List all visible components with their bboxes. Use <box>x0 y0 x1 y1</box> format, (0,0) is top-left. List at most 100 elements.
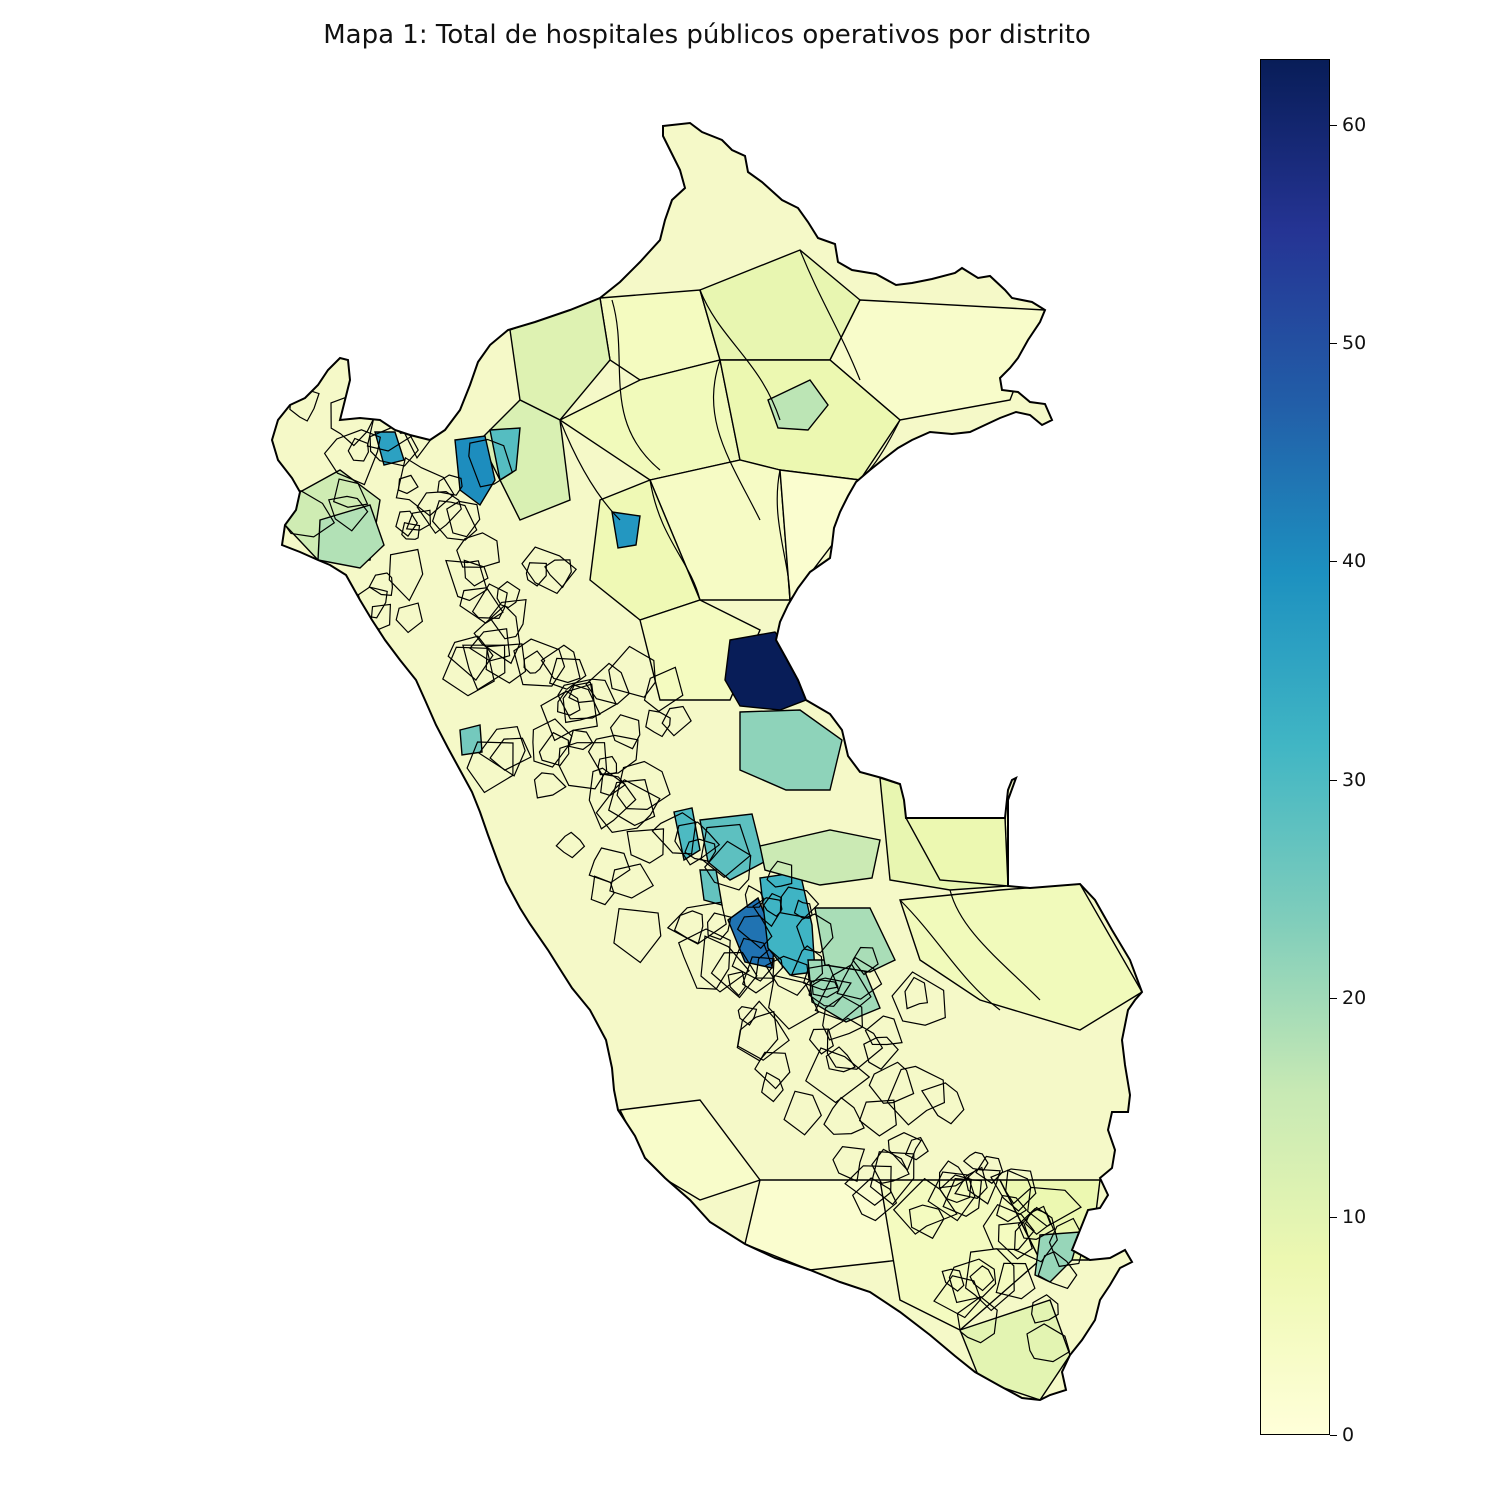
district-border <box>395 510 419 537</box>
district-border <box>706 912 732 941</box>
district-border <box>1005 1169 1032 1205</box>
district-border <box>684 838 717 863</box>
district-border <box>851 1177 898 1222</box>
district-border <box>852 946 879 976</box>
district-border <box>737 1005 758 1026</box>
district-border <box>332 478 369 508</box>
district-border <box>836 956 883 1000</box>
district-border <box>466 741 514 794</box>
district-border <box>954 1166 988 1199</box>
district-border <box>328 495 369 532</box>
district-border <box>471 583 508 620</box>
district-border <box>357 586 388 619</box>
district-border <box>783 1090 822 1136</box>
district-border <box>933 1275 982 1319</box>
district-border <box>965 1168 1001 1205</box>
district-border <box>1013 1206 1058 1263</box>
district-border <box>473 604 521 665</box>
district-border <box>825 1046 856 1073</box>
district-border <box>699 289 781 421</box>
district-border <box>826 1017 884 1070</box>
district-highlight <box>699 813 765 881</box>
district-border <box>832 1145 866 1183</box>
district-border <box>761 1071 784 1103</box>
district-border <box>478 725 526 777</box>
district-border <box>368 572 394 596</box>
district-border <box>523 650 546 674</box>
district-border <box>382 378 433 434</box>
district-border <box>538 731 570 767</box>
district-border <box>463 559 489 587</box>
district-border <box>962 1151 989 1171</box>
district-border <box>887 1132 922 1172</box>
district-border <box>568 681 595 704</box>
district-border <box>513 638 566 687</box>
district-border <box>969 1265 995 1292</box>
district-border <box>323 429 381 486</box>
district-border <box>863 1036 899 1070</box>
district-border <box>938 1160 968 1189</box>
district-border <box>808 977 852 1007</box>
district-border <box>737 1000 790 1061</box>
district-border <box>995 1194 1028 1223</box>
district-border <box>741 956 775 994</box>
district-border <box>704 840 752 891</box>
district-border <box>456 532 500 568</box>
district-border <box>744 884 765 908</box>
district-border <box>808 1028 834 1055</box>
district-highlight <box>1034 1231 1081 1283</box>
district-border <box>949 889 1041 1001</box>
district-border <box>600 773 627 797</box>
district-border <box>488 599 527 640</box>
district-border <box>776 469 791 601</box>
district-border <box>799 249 861 381</box>
district-border <box>891 971 946 1026</box>
district-border <box>607 778 656 827</box>
district-border <box>555 831 586 859</box>
colorbar <box>1260 59 1330 1435</box>
district-border <box>1026 1323 1071 1363</box>
district-border <box>920 1082 965 1125</box>
district-border <box>710 951 758 999</box>
district-border <box>588 847 631 884</box>
district-border <box>597 755 618 776</box>
district-border <box>864 1015 903 1046</box>
district-border <box>666 901 727 945</box>
district-border <box>700 935 750 993</box>
district-border <box>814 963 872 1021</box>
district-border <box>540 644 581 684</box>
district-border <box>736 915 773 950</box>
district-border <box>790 945 824 983</box>
district-highlight <box>739 709 843 791</box>
district-border <box>927 1171 976 1222</box>
district-border <box>643 666 684 712</box>
district-highlight <box>317 504 385 569</box>
district-border <box>649 479 701 601</box>
district-region <box>829 299 1047 421</box>
district-border <box>462 644 506 691</box>
district-border <box>727 971 746 997</box>
district-border <box>823 1096 865 1135</box>
district-border <box>616 760 671 811</box>
district-border <box>548 657 587 690</box>
district-border <box>908 1204 945 1240</box>
district-border <box>858 1099 897 1137</box>
district-border <box>405 509 432 531</box>
district-border <box>595 779 661 834</box>
district-border <box>677 928 731 990</box>
district-highlight <box>611 511 641 549</box>
district-border <box>445 559 488 602</box>
district-border <box>673 910 704 945</box>
district-border <box>521 546 578 595</box>
district-border <box>754 1051 791 1090</box>
district-border <box>533 772 567 799</box>
district-border <box>401 521 421 540</box>
district-highlight <box>489 427 521 482</box>
district-highlight <box>374 431 405 466</box>
district-border <box>990 1168 1037 1212</box>
district-highlight <box>759 829 881 886</box>
district-border <box>395 456 455 517</box>
district-border <box>544 559 572 589</box>
country-border <box>270 121 1144 1402</box>
district-border <box>468 438 514 488</box>
